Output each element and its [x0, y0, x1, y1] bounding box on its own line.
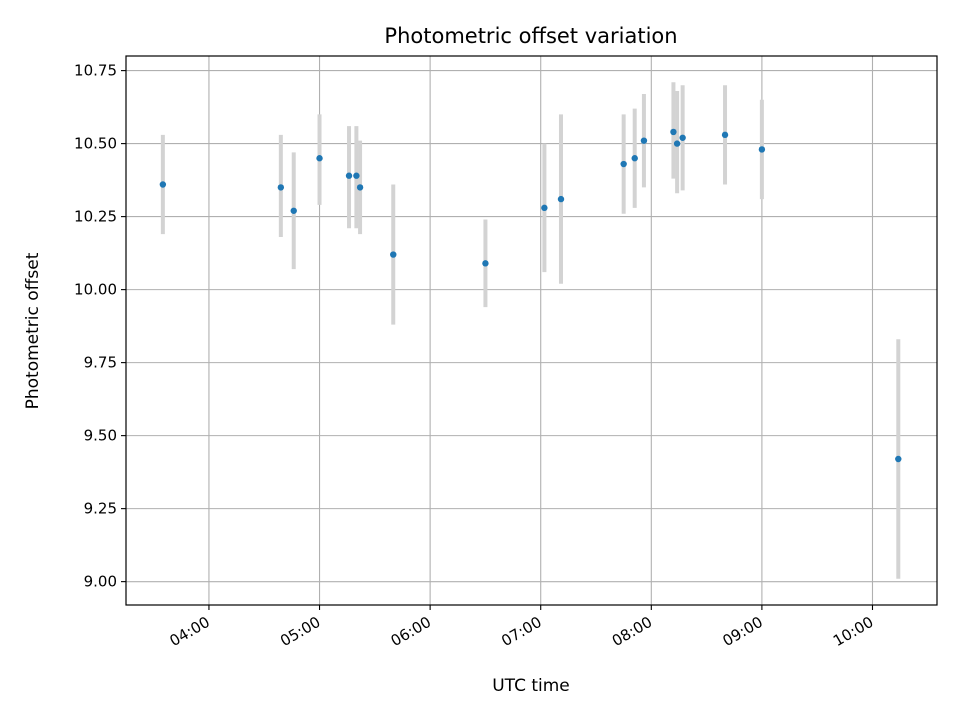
data-point	[482, 260, 489, 267]
data-point	[721, 131, 729, 139]
plot-frame	[125, 55, 938, 606]
data-point	[316, 155, 323, 162]
y-tick-label: 9.50	[84, 427, 117, 445]
data-point	[290, 207, 297, 214]
y-tick-label: 10.50	[74, 135, 117, 153]
data-point	[679, 134, 686, 141]
data-points	[159, 128, 902, 463]
y-tick-label: 9.75	[84, 354, 117, 372]
data-point	[353, 172, 360, 179]
data-point	[895, 455, 902, 463]
data-point	[345, 172, 353, 179]
data-point	[390, 251, 397, 258]
data-point	[557, 195, 565, 203]
chart-title: Photometric offset variation	[384, 24, 677, 48]
y-tick-label: 10.00	[74, 281, 117, 299]
data-point	[670, 128, 677, 136]
data-point	[673, 140, 681, 147]
data-point	[277, 184, 285, 191]
data-point	[640, 137, 648, 144]
y-tick-label: 10.25	[74, 208, 117, 226]
y-tick-label: 9.00	[84, 573, 117, 591]
data-point	[758, 146, 766, 153]
data-point	[631, 155, 638, 162]
y-tick-label: 10.75	[74, 62, 117, 80]
y-axis-label: Photometric offset	[23, 252, 43, 409]
x-axis-label: UTC time	[492, 676, 570, 696]
y-tick-label: 9.25	[84, 500, 117, 518]
data-point	[159, 181, 167, 188]
data-point	[620, 160, 627, 168]
data-point	[356, 184, 364, 191]
y-axis: 9.00 9.25 9.50 9.75 10.00 10.25 10.50 10.75	[74, 62, 126, 591]
data-point	[541, 204, 548, 212]
